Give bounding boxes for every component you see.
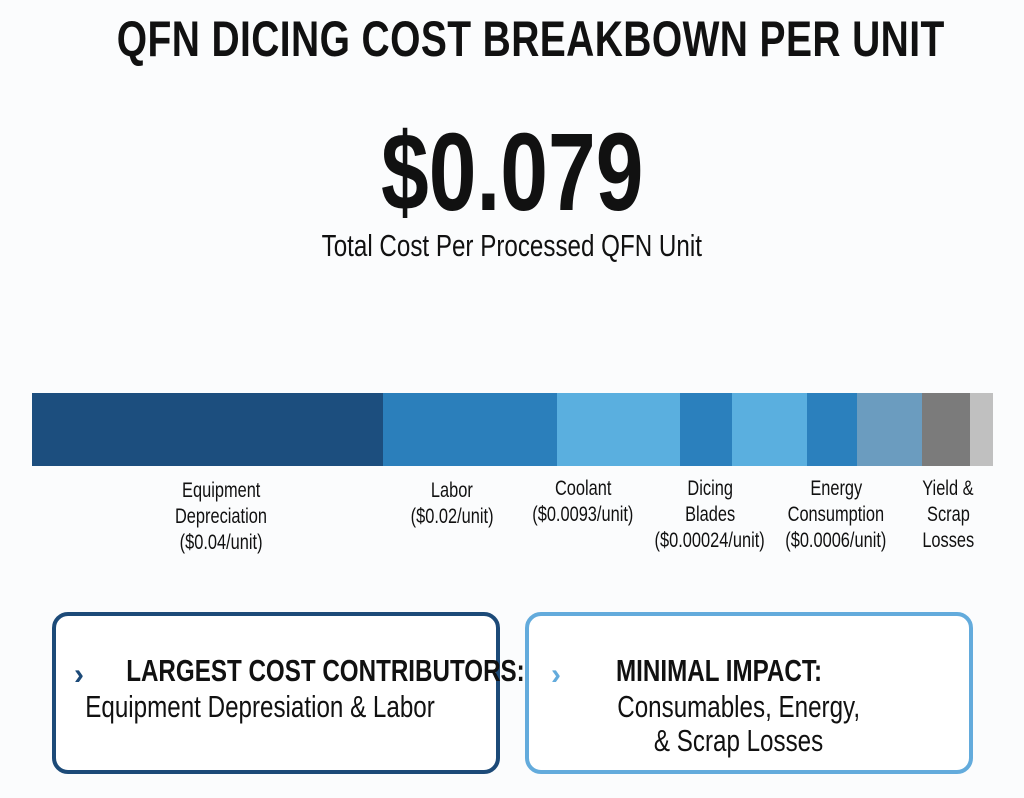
segment-label-line: Equipment: [181, 479, 261, 502]
segment-label-line: Consumption: [787, 503, 885, 526]
segment-label-line: ($0.04/unit): [179, 531, 263, 554]
segment-label: Energy Consumption ($0.0006/unit): [736, 476, 936, 554]
bar-segment: [556, 393, 680, 466]
segment-label-line: Losses: [922, 529, 974, 552]
segment-label: Dicing Blades ($0.00024/unit): [610, 476, 810, 554]
segment-label-line: Labor: [431, 479, 473, 502]
bar-segment: [921, 393, 970, 466]
minimal-impact-card: › MINIMAL IMPACT: Consumables, Energy, &…: [525, 612, 973, 774]
bar-segment: [382, 393, 557, 466]
title-text: QFN DICING COST BREAKBOWN PER UNIT: [116, 11, 945, 67]
segment-label: Coolant ($0.0093/unit): [483, 476, 683, 528]
segment-label-line: Depreciation: [175, 505, 267, 528]
segment-label-line: ($0.0006/unit): [785, 529, 887, 552]
card-text: & Scrap Losses: [654, 723, 824, 758]
segment-label: Yield & Scrap Losses: [848, 476, 1024, 554]
segment-label-line: ($0.02/unit): [410, 505, 494, 528]
card-heading: MINIMAL IMPACT:: [616, 653, 822, 688]
bar-segment: [806, 393, 857, 466]
card-text: Equipment Depresiation & Labor: [85, 689, 435, 724]
largest-contributors-card: › LARGEST COST CONTRIBUTORS: Equipment D…: [52, 612, 525, 774]
segment-label-line: Coolant: [554, 477, 612, 500]
card-heading: LARGEST COST CONTRIBUTORS:: [126, 653, 525, 688]
segment-label: Labor ($0.02/unit): [352, 478, 552, 530]
stacked-cost-bar: [32, 393, 993, 466]
subtitle: Total Cost Per Processed QFN Unit: [0, 228, 1024, 264]
bar-segment: [969, 393, 993, 466]
segment-label: Equipment Depreciation ($0.04/unit): [121, 478, 321, 556]
segment-label-line: Blades: [684, 503, 736, 526]
bar-segment: [32, 393, 383, 466]
bar-segment: [856, 393, 922, 466]
segment-label-line: ($0.00024/unit): [654, 529, 766, 552]
bar-segment: [731, 393, 807, 466]
subtitle-text: Total Cost Per Processed QFN Unit: [321, 228, 703, 263]
total-cost: $0.079: [0, 118, 1024, 228]
chevron-right-icon: ›: [551, 658, 561, 691]
segment-label-line: ($0.0093/unit): [532, 503, 634, 526]
segment-label-line: Energy: [810, 477, 862, 500]
chevron-right-icon: ›: [74, 658, 84, 691]
page-title: QFN DICING COST BREAKBOWN PER UNIT: [0, 10, 1024, 68]
bar-segment: [679, 393, 732, 466]
segment-label-line: Yield &: [922, 477, 974, 500]
segment-label-line: Dicing: [687, 477, 733, 500]
card-text: Consumables, Energy,: [617, 689, 861, 724]
total-cost-text: $0.079: [380, 111, 644, 234]
segment-label-line: Scrap: [926, 503, 970, 526]
